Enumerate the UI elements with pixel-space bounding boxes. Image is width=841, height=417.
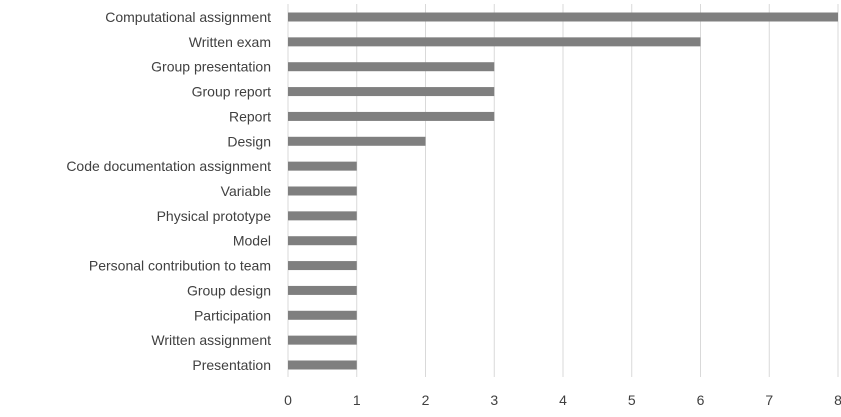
x-tick-label: 7 bbox=[765, 392, 773, 408]
x-tick-label: 1 bbox=[353, 392, 361, 408]
category-label: Group presentation bbox=[151, 59, 271, 75]
bar bbox=[288, 87, 495, 97]
category-label: Written assignment bbox=[151, 332, 271, 348]
bar bbox=[288, 335, 357, 345]
category-label: Group design bbox=[187, 282, 271, 298]
x-tick-label: 4 bbox=[559, 392, 567, 408]
x-tick-label: 8 bbox=[834, 392, 841, 408]
x-tick-label: 2 bbox=[422, 392, 430, 408]
category-label: Written exam bbox=[189, 34, 271, 50]
bar bbox=[288, 161, 357, 171]
bar bbox=[288, 136, 426, 146]
bar bbox=[288, 310, 357, 320]
category-label: Participation bbox=[194, 307, 271, 323]
bar bbox=[288, 211, 357, 221]
x-tick-label: 0 bbox=[284, 392, 292, 408]
category-label: Report bbox=[229, 108, 271, 124]
category-label: Code documentation assignment bbox=[66, 158, 271, 174]
category-label: Model bbox=[233, 233, 271, 249]
x-tick-label: 3 bbox=[490, 392, 498, 408]
bar bbox=[288, 62, 495, 72]
category-label: Group report bbox=[192, 84, 271, 100]
category-label: Computational assignment bbox=[105, 9, 271, 25]
x-tick-label: 5 bbox=[628, 392, 636, 408]
bar bbox=[288, 236, 357, 246]
bar bbox=[288, 37, 701, 47]
category-label: Personal contribution to team bbox=[89, 258, 271, 274]
bar bbox=[288, 12, 838, 22]
x-tick-labels: 0 1 2 3 4 5 6 7 8 bbox=[284, 392, 841, 408]
category-label: Physical prototype bbox=[157, 208, 272, 224]
x-tick-label: 6 bbox=[697, 392, 705, 408]
category-label: Variable bbox=[221, 183, 272, 199]
bar bbox=[288, 186, 357, 196]
bar bbox=[288, 111, 495, 121]
category-label: Design bbox=[227, 133, 271, 149]
category-labels: Computational assignment Written exam Grou… bbox=[66, 9, 271, 373]
bar bbox=[288, 360, 357, 370]
bar bbox=[288, 285, 357, 295]
gridlines bbox=[287, 4, 839, 377]
category-label: Presentation bbox=[192, 357, 271, 373]
bar bbox=[288, 261, 357, 271]
bars bbox=[288, 12, 838, 370]
